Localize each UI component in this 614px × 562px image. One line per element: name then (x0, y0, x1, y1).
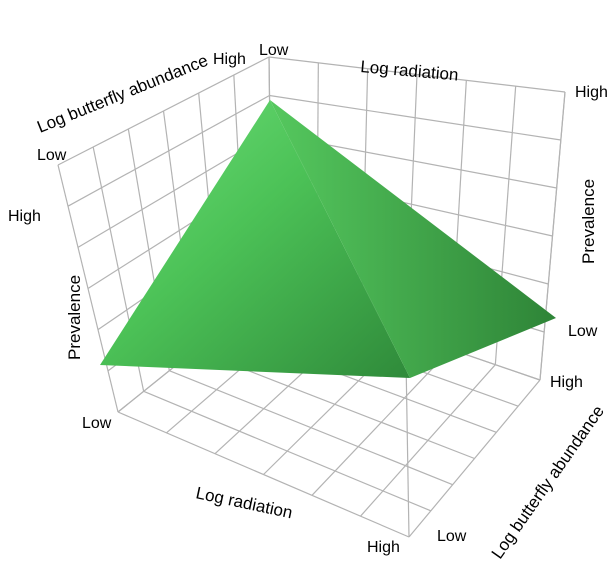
z-axis-title-left: Prevalence (65, 275, 84, 360)
y-axis-title-right: Log butterfly abundance (488, 402, 608, 562)
right-prevalence-low-label: Low (568, 323, 598, 340)
floor-grid-line (408, 379, 541, 538)
surface-face-right (270, 100, 556, 378)
top-radiation-low-label: Low (259, 42, 289, 59)
z-axis-title-right: Prevalence (579, 179, 598, 264)
right-wall-edge (539, 91, 566, 381)
front-radiation-low-label: Low (82, 415, 112, 432)
x-axis-title-front: Log radiation (194, 483, 294, 522)
right-radiation-high-label: High (575, 84, 608, 101)
left-wall-grid-line (67, 94, 270, 207)
top-butterfly-high-label: High (213, 51, 246, 68)
left-wall-grid-line (57, 56, 270, 166)
left-butterfly-low-label: Low (37, 147, 67, 164)
bottom-butterfly-high-label: High (550, 374, 583, 391)
surface-face-left (100, 100, 410, 378)
back-wall-grid-line (268, 56, 566, 93)
x-axis-title-back: Log radiation (360, 57, 460, 84)
surface-mesh (100, 100, 556, 378)
bottom-butterfly-low-label: Low (437, 528, 467, 545)
front-radiation-high-label: High (367, 539, 400, 556)
y-axis-title-left: Log butterfly abundance (34, 51, 210, 137)
left-prevalence-high-label: High (8, 208, 41, 225)
floor-grid-line (360, 364, 496, 517)
back-wall-grid-line (269, 94, 561, 141)
